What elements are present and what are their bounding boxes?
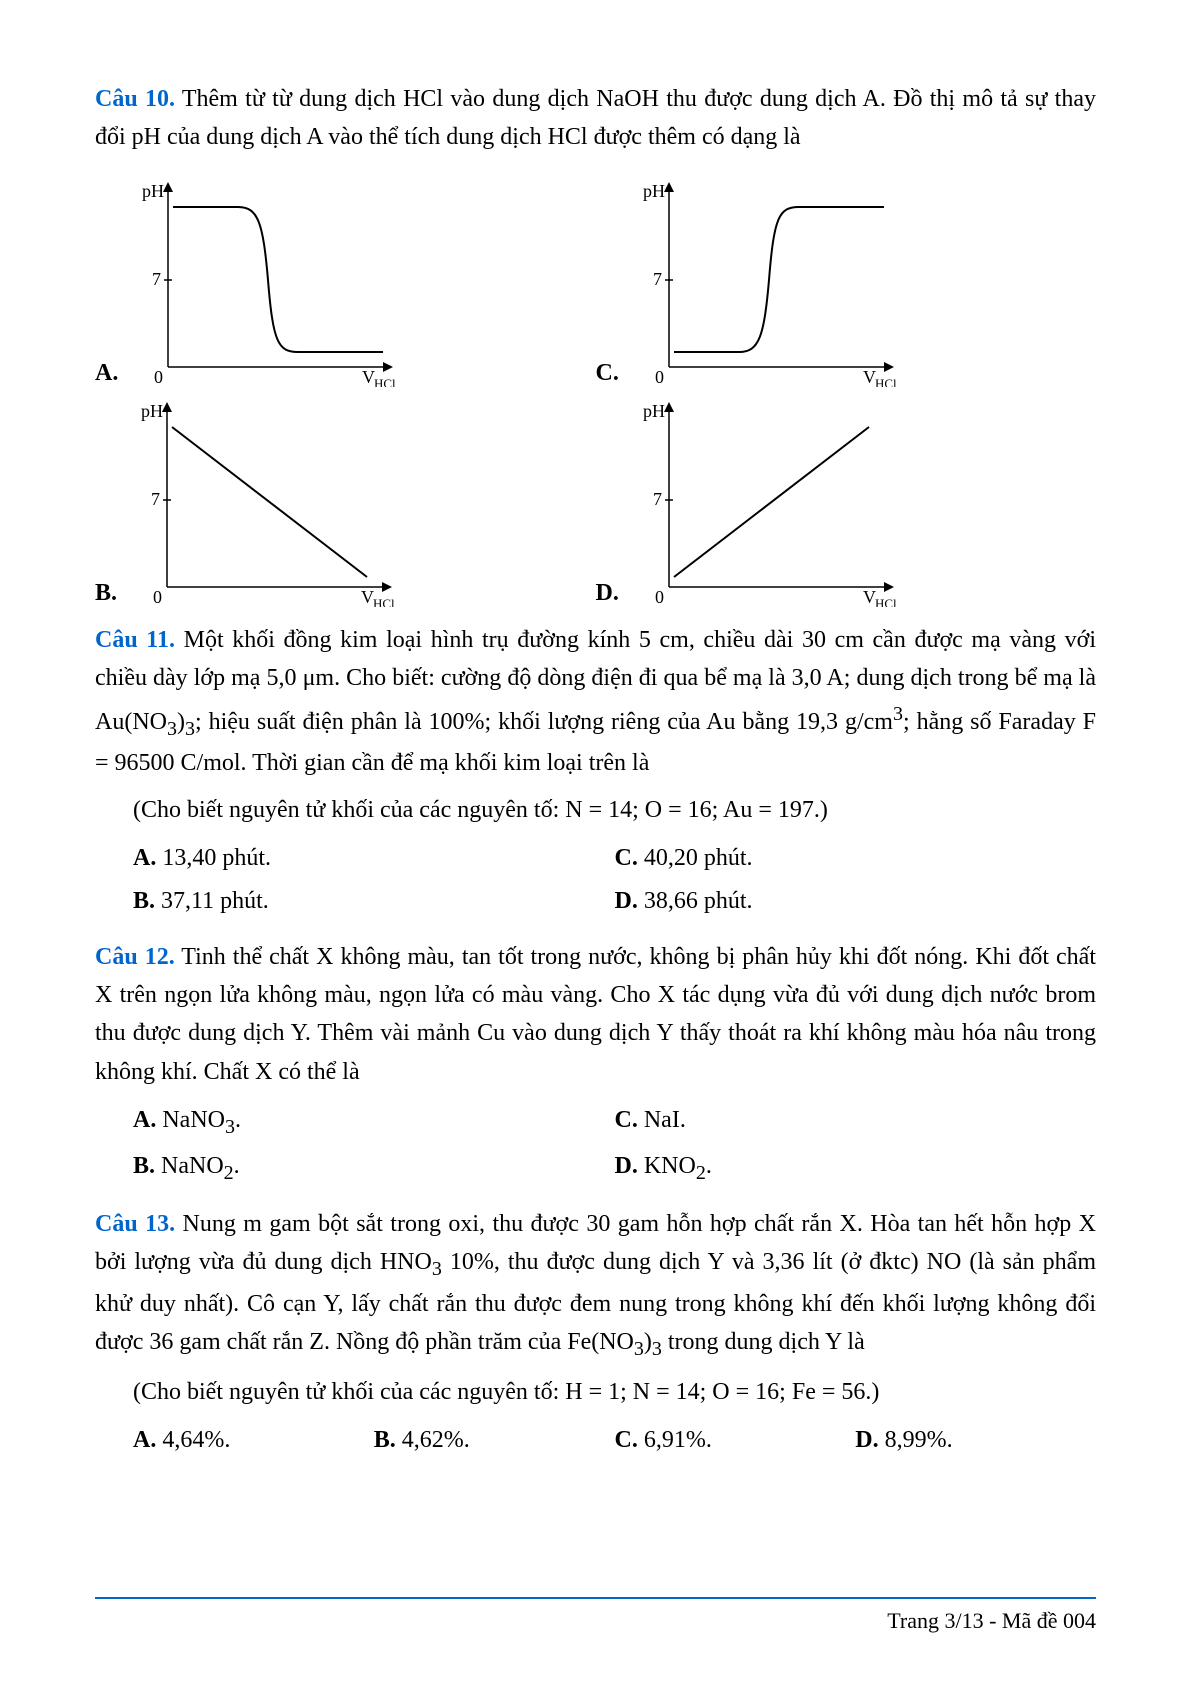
q12-options: A. NaNO3. C. NaI. B. NaNO2. D. KNO2. [133,1099,1096,1191]
svg-text:pH: pH [643,181,665,201]
q12-text: Câu 12. Tinh thể chất X không màu, tan t… [95,938,1096,1092]
svg-text:HCl: HCl [373,596,395,607]
q13-label: Câu 13. [95,1211,175,1237]
q11-options: A. 13,40 phút. C. 40,20 phút. B. 37,11 p… [133,837,1096,923]
chart-b-label: B. [95,580,117,607]
q12-opt-d: D. KNO2. [615,1145,1097,1191]
chart-c: pH 7 0 V HCl [629,167,919,387]
q13-body: Nung m gam bột sắt trong oxi, thu được 3… [95,1211,1096,1356]
q13-text: Câu 13. Nung m gam bột sắt trong oxi, th… [95,1205,1096,1365]
chart-cell-b: B. pH 7 0 V HCl [95,387,596,607]
chart-d-label: D. [596,580,619,607]
svg-text:pH: pH [142,181,164,201]
chart-d: pH 7 0 V HCl [629,387,919,607]
q12-opt-a: A. NaNO3. [133,1099,615,1145]
svg-text:pH: pH [141,401,163,421]
q11-body: Một khối đồng kim loại hình trụ đường kí… [95,627,1096,777]
q12-body: Tinh thể chất X không màu, tan tốt trong… [95,944,1096,1085]
chart-grid: A. pH 7 0 V HCl C. [95,167,1096,607]
svg-text:0: 0 [655,587,664,607]
question-12: Câu 12. Tinh thể chất X không màu, tan t… [95,938,1096,1191]
svg-text:0: 0 [655,367,664,387]
q13-opt-a: A. 4,64%. [133,1419,374,1462]
chart-c-label: C. [596,360,619,387]
q13-opt-c: C. 6,91%. [615,1419,856,1462]
chart-cell-a: A. pH 7 0 V HCl [95,167,596,387]
svg-text:0: 0 [154,367,163,387]
q11-opt-c: C. 40,20 phút. [615,837,1097,880]
q10-body: Thêm từ từ dung dịch HCl vào dung dịch N… [95,86,1096,150]
question-11: Câu 11. Một khối đồng kim loại hình trụ … [95,621,1096,924]
q11-note: (Cho biết nguyên tử khối của các nguyên … [133,791,1096,829]
q10-text: Câu 10. Thêm từ từ dung dịch HCl vào dun… [95,80,1096,157]
q13-note: (Cho biết nguyên tử khối của các nguyên … [133,1373,1096,1411]
q11-opt-b: B. 37,11 phút. [133,880,615,923]
footer-line [95,1597,1096,1599]
q12-label: Câu 12. [95,944,175,970]
chart-b: pH 7 0 V HCl [127,387,417,607]
svg-text:7: 7 [653,269,662,289]
svg-text:HCl: HCl [875,596,897,607]
q11-opt-d: D. 38,66 phút. [615,880,1097,923]
svg-text:HCl: HCl [875,376,897,387]
q12-opt-b: B. NaNO2. [133,1145,615,1191]
q11-text: Câu 11. Một khối đồng kim loại hình trụ … [95,621,1096,783]
question-13: Câu 13. Nung m gam bột sắt trong oxi, th… [95,1205,1096,1463]
chart-a: pH 7 0 V HCl [128,167,418,387]
svg-text:7: 7 [151,489,160,509]
q11-opt-a: A. 13,40 phút. [133,837,615,880]
q13-opt-d: D. 8,99%. [855,1419,1096,1462]
question-10: Câu 10. Thêm từ từ dung dịch HCl vào dun… [95,80,1096,607]
svg-text:pH: pH [643,401,665,421]
q13-options: A. 4,64%. B. 4,62%. C. 6,91%. D. 8,99%. [133,1419,1096,1462]
svg-text:7: 7 [152,269,161,289]
chart-cell-d: D. pH 7 0 V HCl [596,387,1097,607]
chart-cell-c: C. pH 7 0 V HCl [596,167,1097,387]
q10-label: Câu 10. [95,86,175,112]
chart-a-label: A. [95,360,118,387]
q12-opt-c: C. NaI. [615,1099,1097,1145]
q11-label: Câu 11. [95,627,175,653]
svg-text:7: 7 [653,489,662,509]
q13-opt-b: B. 4,62%. [374,1419,615,1462]
footer-text: Trang 3/13 - Mã đề 004 [887,1608,1096,1634]
svg-text:0: 0 [153,587,162,607]
page: Câu 10. Thêm từ từ dung dịch HCl vào dun… [0,0,1191,1684]
svg-text:HCl: HCl [374,376,396,387]
